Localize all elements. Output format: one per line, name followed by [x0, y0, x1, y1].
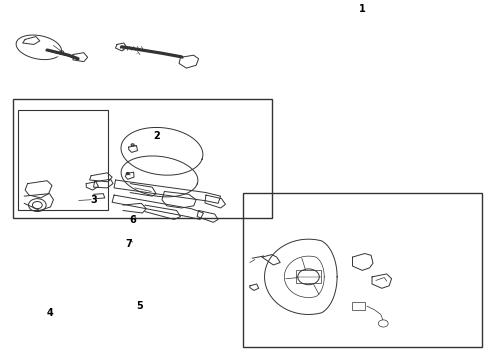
Bar — [243, 193, 482, 347]
Bar — [296, 270, 321, 283]
Text: 7: 7 — [125, 239, 132, 249]
Text: 6: 6 — [129, 215, 136, 225]
Text: 3: 3 — [90, 195, 97, 205]
Bar — [18, 110, 108, 211]
Text: 5: 5 — [137, 301, 143, 311]
Text: 1: 1 — [359, 4, 366, 14]
Text: 4: 4 — [46, 308, 53, 318]
Text: 2: 2 — [154, 131, 160, 141]
Bar — [351, 302, 365, 310]
Bar — [13, 99, 272, 218]
